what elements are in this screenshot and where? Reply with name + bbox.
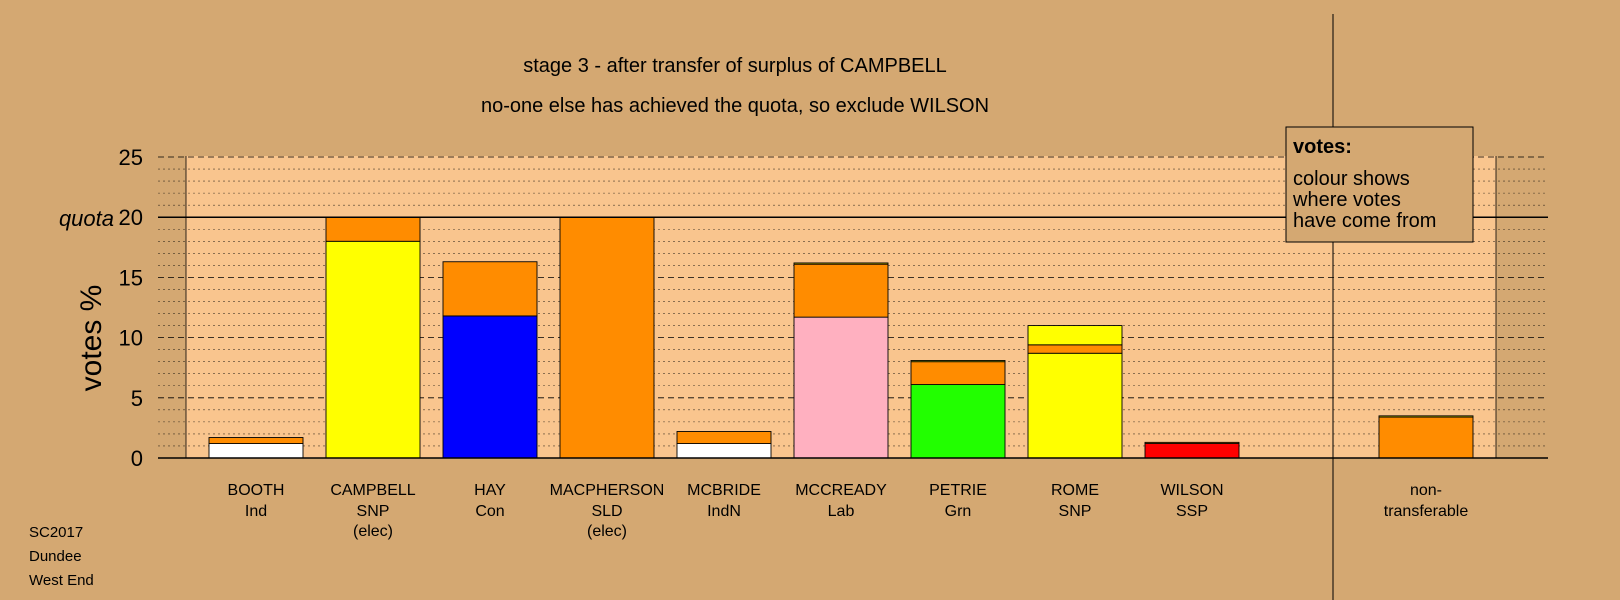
x-label-party-petrie: Grn	[945, 503, 972, 520]
bar-rome-segment	[1027, 325, 1123, 346]
bar-mccready-segment	[793, 263, 889, 318]
bar-mccready-segment	[793, 262, 889, 265]
footer-election: SC2017	[29, 524, 83, 541]
x-label-party-macpherson: SLD	[591, 503, 622, 520]
legend-line-2: where votes	[1292, 189, 1401, 211]
y-tick-label: 10	[119, 326, 143, 351]
x-label-party-rome: SNP	[1059, 503, 1092, 520]
bar-wilson-segment	[1144, 441, 1240, 445]
chart-title: stage 3 - after transfer of surplus of C…	[523, 55, 947, 77]
bar-booth-segment	[208, 437, 304, 445]
labels: 0 5 10 15 20 25 BOOTH Ind CAMPBELL SNP (elec) HAY Co…	[119, 145, 1469, 540]
plot-area-margin	[1496, 156, 1548, 458]
y-tick-label: 0	[131, 446, 143, 471]
x-label-status-macpherson: (elec)	[587, 523, 627, 540]
x-label-non-transferable-2: transferable	[1384, 503, 1469, 520]
x-label-name-mccready: MCCREADY	[795, 482, 887, 499]
bar-campbell-segment	[325, 240, 421, 459]
bar-non-transferable-segment	[1378, 416, 1474, 459]
bar-petrie-segment	[910, 360, 1006, 363]
y-tick-label: 25	[119, 145, 143, 170]
bar-hay-segment	[442, 315, 538, 459]
bar-rome-segment	[1027, 344, 1123, 354]
legend-frame	[1285, 126, 1474, 243]
x-label-party-mccready: Lab	[828, 503, 855, 520]
bar-campbell-segment	[325, 216, 421, 242]
y-axis-label: votes %	[75, 285, 108, 392]
bar-mcbride-segment	[676, 431, 772, 445]
x-label-status-campbell: (elec)	[353, 523, 393, 540]
footer-ward: West End	[29, 572, 94, 589]
bar-macpherson-segment	[559, 216, 655, 459]
bars	[208, 216, 1474, 459]
footer-council: Dundee	[29, 548, 82, 565]
x-label-name-petrie: PETRIE	[929, 482, 987, 499]
bar-booth-segment	[208, 443, 304, 459]
x-label-name-rome: ROME	[1051, 482, 1099, 499]
x-label-party-campbell: SNP	[357, 503, 390, 520]
x-label-name-macpherson: MACPHERSON	[550, 482, 665, 499]
legend-line-1: colour shows	[1293, 168, 1410, 190]
x-label-name-hay: HAY	[474, 482, 506, 499]
bar-petrie-segment	[910, 384, 1006, 459]
x-label-name-wilson: WILSON	[1160, 482, 1223, 499]
bar-wilson-segment	[1144, 443, 1240, 459]
bar-hay-segment	[442, 261, 538, 317]
x-label-party-mcbride: IndN	[707, 503, 741, 520]
chart-subtitle: no-one else has achieved the quota, so e…	[481, 95, 989, 117]
legend-title: votes:	[1293, 136, 1352, 158]
bar-mcbride-segment	[676, 443, 772, 459]
bar-petrie-segment	[910, 361, 1006, 386]
legend-box: votes: colour shows where votes have com…	[1285, 126, 1474, 243]
axes	[158, 14, 1548, 600]
x-label-name-campbell: CAMPBELL	[330, 482, 415, 499]
x-label-non-transferable-1: non-	[1410, 482, 1442, 499]
y-tick-label: 5	[131, 386, 143, 411]
y-tick-label: 20	[119, 205, 143, 230]
y-tick-label: 15	[119, 265, 143, 290]
x-label-party-wilson: SSP	[1176, 503, 1208, 520]
bar-non-transferable-segment	[1378, 415, 1474, 418]
bar-mccready-segment	[793, 316, 889, 459]
quota-label: quota	[59, 206, 114, 231]
legend-line-3: have come from	[1293, 210, 1436, 232]
x-label-party-booth: Ind	[245, 503, 267, 520]
x-label-name-mcbride: MCBRIDE	[687, 482, 761, 499]
x-label-party-hay: Con	[475, 503, 504, 520]
x-label-name-booth: BOOTH	[228, 482, 285, 499]
bar-rome-segment	[1027, 352, 1123, 459]
